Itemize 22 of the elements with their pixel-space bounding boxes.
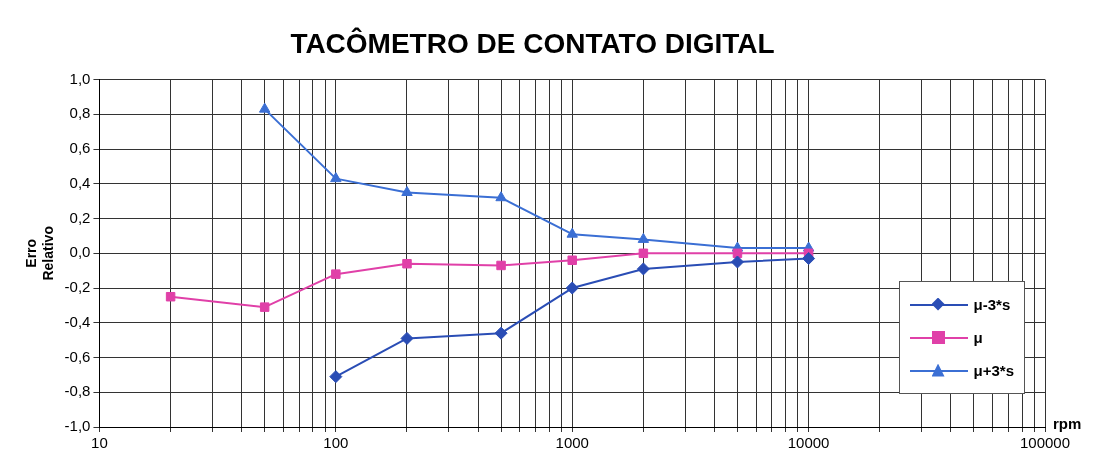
y-tick-label: 0,2 [69,208,91,226]
x-tick-label: 100000 [1019,434,1071,452]
y-tick-label: 0,4 [69,173,91,191]
x-tick-label: 10000 [787,434,830,452]
y-tick-label: -0,8 [64,382,91,400]
y-tick-label: -1,0 [64,417,91,435]
chart-title: TACÔMETRO DE CONTATO DIGITAL [290,26,775,59]
y-tick-label: 1,0 [69,69,91,87]
legend-label: μ+3*s [973,362,1014,379]
x-tick-label: 100 [323,434,349,452]
y-tick-label: -0,4 [64,312,91,330]
y-tick-label: -0,6 [64,347,91,365]
y-tick-label: -0,2 [64,278,91,296]
y-tick-label: 0,6 [69,139,91,157]
legend-label: μ-3*s [973,296,1011,313]
x-axis-title: rpm [1053,415,1082,433]
y-tick-label: 0,8 [69,104,91,122]
y-axis-title: Erro Relativo [23,226,57,281]
x-tick-label: 10 [91,434,108,452]
legend-label: μ [973,329,983,346]
y-tick-label: 0,0 [69,243,91,261]
x-tick-label: 1000 [555,434,589,452]
